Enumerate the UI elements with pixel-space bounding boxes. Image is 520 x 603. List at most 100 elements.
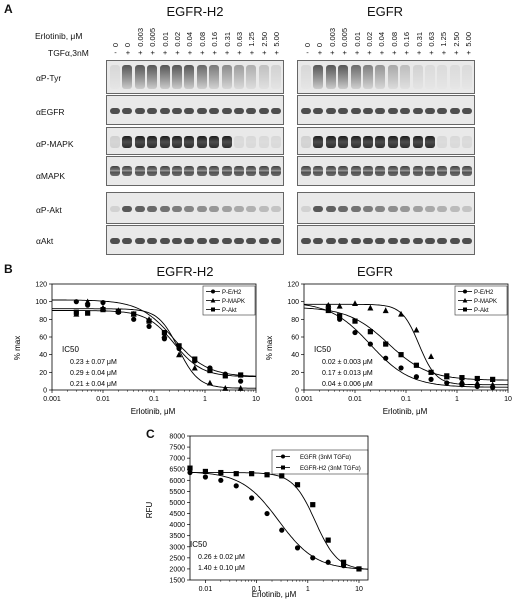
x-tick-label: 0.01 (199, 586, 213, 593)
blot-band (313, 206, 324, 212)
data-point-square (367, 329, 373, 335)
y-tick-label: 60 (39, 335, 47, 342)
blot-title-right: EGFR (366, 4, 404, 19)
blot-band (425, 108, 435, 114)
y-tick-label: 120 (35, 282, 47, 289)
blot-band (122, 65, 133, 89)
sign-left-4: + (162, 48, 168, 57)
blot-band (437, 206, 448, 212)
blot-band (209, 65, 220, 89)
data-point-circle (73, 299, 79, 305)
blot-band (375, 65, 386, 89)
data-point-circle (249, 495, 255, 501)
data-point-triangle (489, 381, 496, 388)
y-tick-label: 40 (291, 352, 299, 359)
x-tick-label: 1 (306, 586, 310, 593)
blot-panel (106, 192, 284, 224)
data-point-triangle (474, 379, 481, 386)
blot-band (375, 166, 386, 176)
blot-band (338, 206, 349, 212)
row-label-ptyr: αP-Tyr (36, 73, 62, 83)
x-axis-label-right: Erlotinib, μM (383, 407, 428, 416)
y-tick-label: 80 (291, 317, 299, 324)
x-tick-label: 0.1 (149, 396, 159, 403)
sign-right-2: + (330, 48, 335, 57)
blot-band (258, 65, 269, 89)
data-point-square (192, 356, 198, 362)
conc-right-4: 0.01 (352, 32, 362, 47)
blot-band (363, 206, 373, 212)
blot-band (196, 166, 207, 176)
blot-band (412, 206, 423, 212)
data-point-square (218, 469, 224, 476)
row-label-pmapk: αP-MAPK (36, 139, 74, 149)
y-tick-label: 100 (35, 299, 47, 306)
sign-right-12: + (454, 48, 459, 57)
fit-curve-2 (52, 310, 257, 378)
data-point-square (383, 341, 389, 347)
blot-band (400, 136, 411, 148)
blot-band (246, 238, 257, 244)
sign-left-7: + (200, 48, 205, 57)
y-tick-label: 5000 (169, 500, 185, 507)
blot-band (110, 108, 120, 114)
blot-band (400, 238, 411, 244)
blot-band (400, 108, 411, 114)
sign-right-1: + (317, 48, 323, 57)
blot-band (122, 166, 133, 176)
data-point-circle (238, 378, 244, 384)
data-point-square (474, 375, 480, 382)
data-point-square (325, 537, 331, 543)
blot-band (258, 238, 269, 244)
blot-band (147, 238, 158, 244)
data-point-square (222, 373, 228, 379)
y-tick-label: 4500 (169, 511, 185, 518)
blot-band (338, 108, 349, 114)
y-tick-label: 8000 (169, 434, 185, 441)
data-point-triangle (222, 385, 229, 391)
conc-left-6: 0.04 (185, 32, 195, 47)
blot-band (449, 65, 460, 89)
data-point-square (238, 372, 244, 378)
conc-left-11: 1.25 (247, 32, 257, 47)
legend-marker (281, 465, 285, 470)
blot-band (375, 238, 386, 244)
blot-band (184, 166, 195, 176)
sign-right-3: + (342, 48, 347, 57)
blot-band (301, 206, 311, 212)
data-point-square (337, 313, 343, 319)
conc-left-9: 0.31 (222, 32, 232, 47)
row-label-egfr: αEGFR (36, 107, 65, 117)
blot-band (350, 108, 361, 114)
y-tick-label: 3000 (169, 544, 185, 551)
sign-left-10: + (237, 48, 242, 57)
conc-right-8: 0.16 (402, 32, 412, 47)
data-point-square (207, 367, 213, 374)
data-point-square (490, 376, 496, 382)
data-point-triangle (413, 326, 420, 333)
blot-band (437, 65, 448, 89)
ic50-left-1: 0.23 ± 0.07 μM (70, 359, 117, 366)
blot-band (437, 166, 448, 176)
blot-panel (297, 127, 475, 155)
data-point-circle (428, 376, 434, 382)
sign-left-9: + (224, 48, 230, 57)
data-point-circle (100, 299, 106, 306)
conc-right-10: 0.63 (427, 32, 436, 47)
data-point-square (279, 473, 285, 479)
data-point-triangle (458, 377, 465, 384)
blot-band (412, 166, 423, 176)
ic50-c-1: 0.26 ± 0.02 μM (198, 554, 245, 561)
data-point-square (176, 343, 182, 349)
y-tick-label: 80 (39, 317, 47, 324)
blot-band (184, 206, 195, 212)
blot-band (350, 166, 361, 176)
data-point-square (310, 502, 316, 508)
blot-band (325, 238, 336, 244)
blot-band (425, 238, 435, 244)
blot-band (258, 206, 269, 212)
blot-band (234, 136, 244, 148)
sign-left-3: + (150, 48, 155, 57)
legend-marker (462, 297, 468, 303)
blot-band (375, 108, 386, 114)
